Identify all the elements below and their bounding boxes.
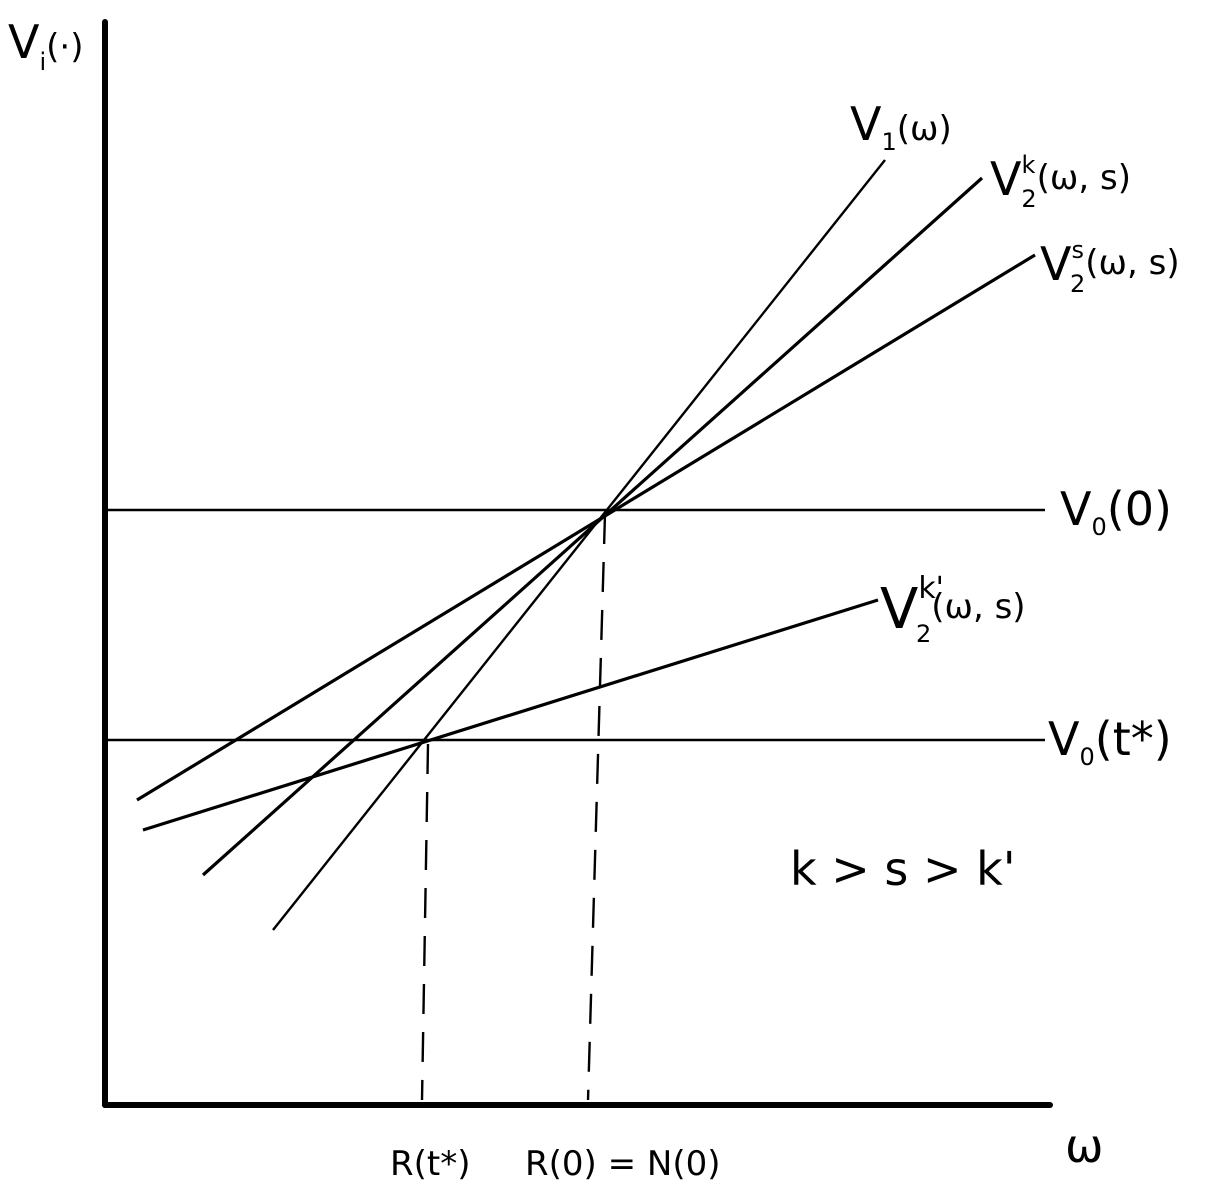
tick-r-zero: R(0) = N(0)	[525, 1144, 720, 1184]
v0-tstar-label: V0(t*)	[1048, 712, 1172, 771]
y-axis-label: Vi(·)	[8, 15, 83, 76]
v2s-line	[136, 253, 1036, 802]
tick-r-tstar: R(t*)	[390, 1144, 470, 1184]
condition-label: k > s > k'	[790, 842, 1015, 896]
v2kp-line	[142, 598, 879, 832]
v1-line	[272, 159, 886, 931]
v2s-label: Vs 2(ω, s)	[1040, 236, 1180, 298]
x-axis-label: ω	[1065, 1119, 1104, 1173]
v2k-line	[201, 176, 984, 877]
v2k-label: Vk 2(ω, s)	[990, 151, 1131, 213]
v0-zero-label: V0(0)	[1060, 482, 1172, 541]
r-tstar-projection	[420, 743, 430, 1101]
v2kp-label: Vk' 2(ω, s)	[880, 571, 1026, 648]
v1-label: V1(ω)	[850, 97, 952, 156]
r-zero-projection	[586, 513, 607, 1101]
